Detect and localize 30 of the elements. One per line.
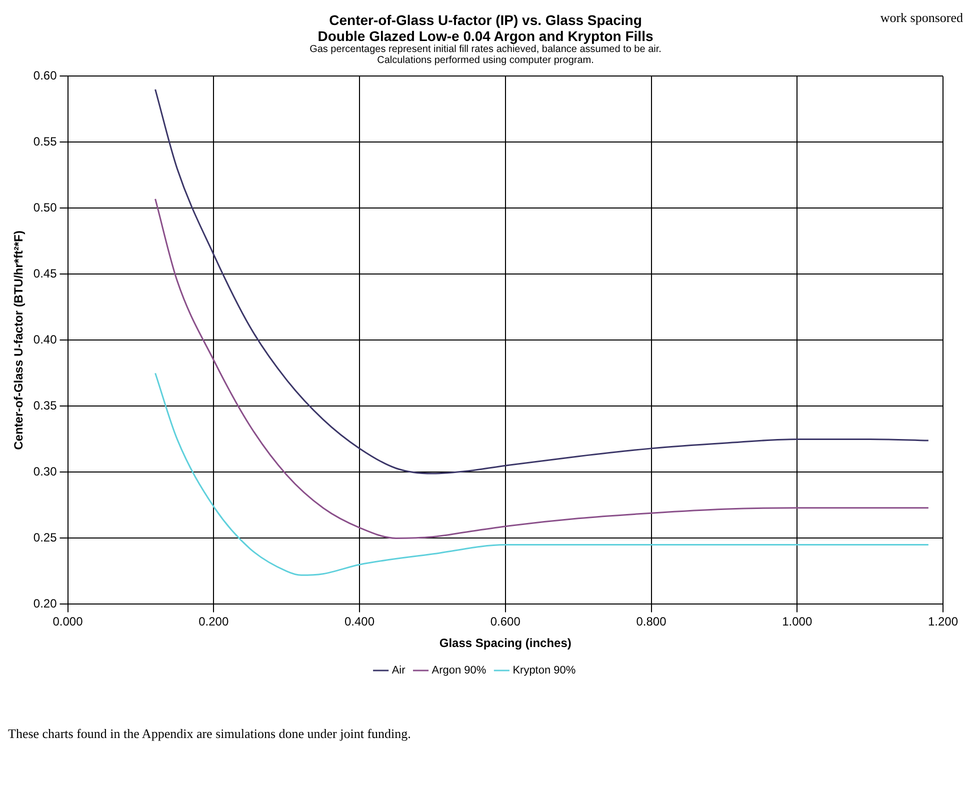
text: Gas percentages represent initial fill rates achieved, balance assumed to be air. [308,44,662,55]
text: These charts found in the Appendix are simulations done under joint funding. [8,726,412,742]
y-tick-label: 0.30 [33,464,58,479]
x-axis-title: Glass Spacing (inches) [439,636,572,650]
y-tick-label: 0.25 [33,530,58,545]
y-tick-label: 0.60 [33,68,58,83]
y-tick-label: 0.50 [33,200,58,215]
legend-label: Argon 90% [432,664,486,677]
line-series [154,198,930,539]
x-tick-label: 1.000 [782,614,812,629]
line-series [154,372,930,576]
x-tick-label: 0.200 [198,614,229,629]
text: Calculations performed using computer program. [376,55,595,66]
y-tick-label: 0.55 [33,134,58,149]
y-tick-label: 0.45 [33,266,58,281]
chart-subtitle: Double Glazed Low-e 0.04 Argon and Krypton Fills [316,28,654,44]
text: work sponsored [880,10,963,26]
x-tick-label: 0.800 [636,614,667,629]
y-axis-title: Center-of-Glass U-factor (BTU/hr*ft²*F) [12,230,26,450]
y-tick-label: 0.20 [33,596,58,611]
x-tick-label: 0.000 [52,614,84,629]
legend-label: Air [392,664,406,677]
x-tick-label: 0.600 [490,614,521,629]
chart-title: Center-of-Glass U-factor (IP) vs. Glass Spacing [329,12,642,28]
y-tick-label: 0.40 [33,332,58,347]
x-tick-label: 0.400 [344,614,375,629]
y-tick-label: 0.35 [33,398,58,413]
x-tick-label: 1.200 [928,614,958,629]
line-series [154,88,930,474]
legend-label: Krypton 90% [512,664,576,677]
